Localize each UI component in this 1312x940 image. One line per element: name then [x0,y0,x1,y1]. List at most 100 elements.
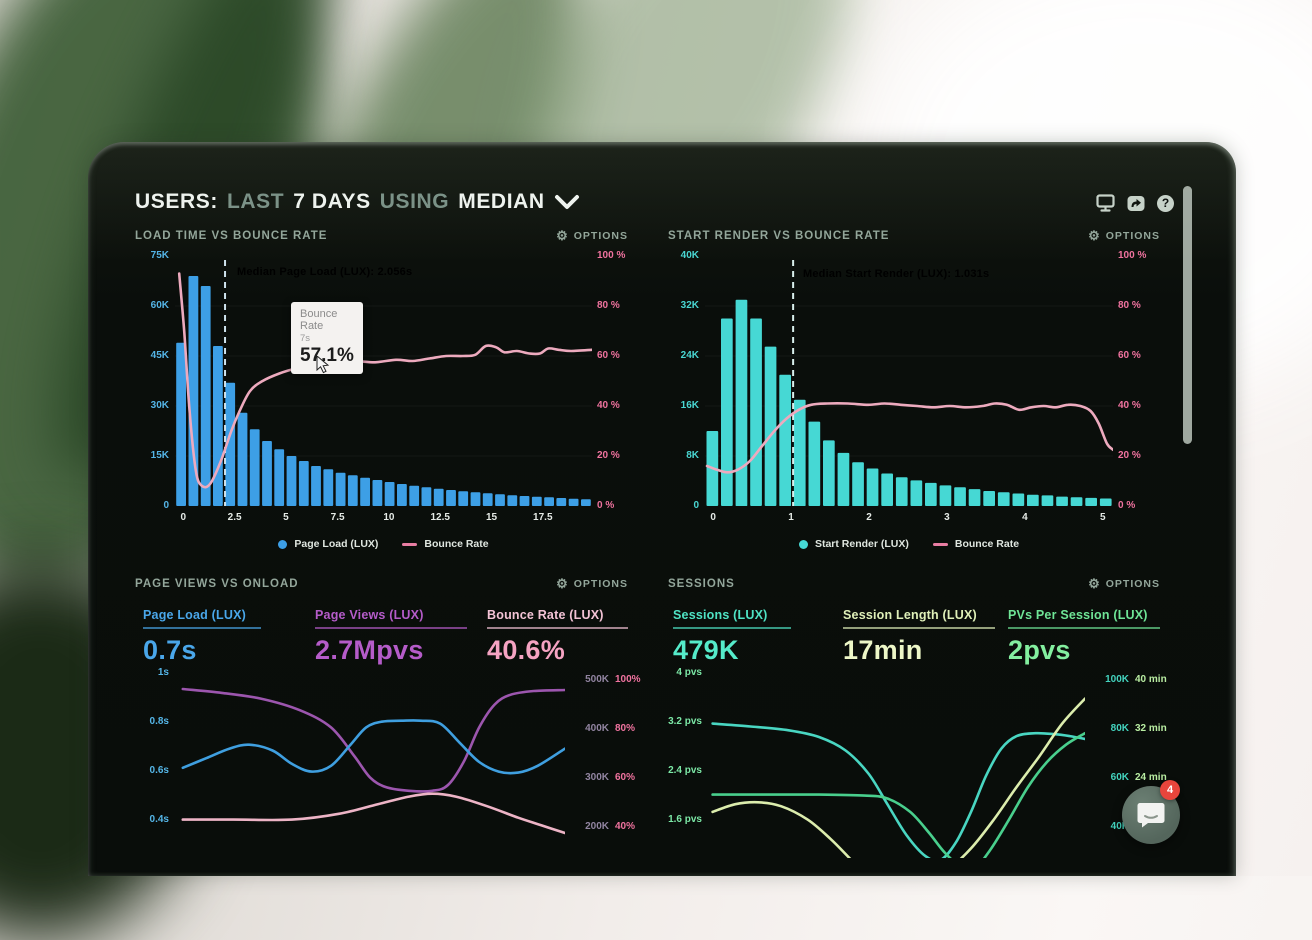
histogram-bar[interactable] [968,489,981,506]
histogram-bar[interactable] [384,482,395,506]
histogram-bar[interactable] [1012,493,1025,507]
options-button[interactable]: ⚙ OPTIONS [556,228,628,243]
histogram-bar[interactable] [372,480,383,506]
histogram-bar[interactable] [721,318,733,507]
notification-badge[interactable]: 4 [1160,780,1180,800]
histogram-bar[interactable] [895,477,908,506]
histogram-bar[interactable] [556,498,567,506]
histogram-bar[interactable] [311,466,321,506]
page-views-chart[interactable] [175,666,565,858]
histogram-bar[interactable] [274,449,285,506]
histogram-bar[interactable] [866,468,879,507]
histogram-bar[interactable] [997,492,1010,506]
histogram-bar[interactable] [581,499,591,506]
axis-tick-label: 30K [150,400,169,411]
histogram-bar[interactable] [286,456,297,506]
histogram-bar[interactable] [188,276,199,506]
histogram-bar[interactable] [519,496,530,506]
axis-tick-label: 60K [150,300,169,311]
axis-tick-label: 100 % [597,250,626,261]
axis-tick-label: 40 % [597,400,620,411]
histogram-bar[interactable] [983,491,995,506]
histogram-bar[interactable] [176,342,186,506]
chart-tooltip: Bounce Rate 7s 57.1% [291,302,363,374]
axis-tick-label: 8K [686,450,699,461]
histogram-bar[interactable] [298,461,309,506]
histogram-bar[interactable] [852,462,864,506]
histogram-bar[interactable] [750,318,762,507]
x-tick-label: 0 [710,512,716,523]
axis-tick-label: 24 min [1135,771,1167,783]
date-range-dropdown[interactable]: USERS: LAST 7 DAYS USING MEDIAN [135,188,580,216]
options-button[interactable]: ⚙ OPTIONS [1088,576,1160,591]
histogram-bar[interactable] [507,495,518,506]
histogram-bar[interactable] [347,475,358,506]
histogram-bar[interactable] [1027,494,1039,506]
median-annotation: Median Page Load (LUX): 2.056s [237,266,413,278]
axis-tick-label: 40% [615,820,636,832]
axis-tick-label: 1.6 pvs [668,814,702,825]
start-render-chart[interactable] [705,256,1113,506]
histogram-bar[interactable] [249,429,260,506]
scrollbar-thumb[interactable] [1183,186,1192,444]
histogram-bar[interactable] [213,346,223,506]
histogram-bar[interactable] [360,477,370,506]
options-button[interactable]: ⚙ OPTIONS [556,576,628,591]
histogram-bar[interactable] [397,484,407,506]
histogram-bar[interactable] [1041,495,1054,506]
gear-icon: ⚙ [1088,228,1101,243]
page-title-muted: LAST [226,190,285,213]
histogram-bar[interactable] [1056,496,1068,506]
histogram-bar[interactable] [421,487,432,506]
histogram-bar[interactable] [409,485,420,506]
histogram-bar[interactable] [764,346,777,506]
histogram-bar[interactable] [544,497,554,506]
histogram-bar[interactable] [823,440,835,506]
sessions-chart[interactable] [705,666,1085,858]
histogram-bar[interactable] [482,493,493,506]
histogram-bar[interactable] [433,488,444,506]
histogram-bar[interactable] [779,374,791,506]
histogram-bar[interactable] [495,494,505,506]
histogram-bar[interactable] [225,382,236,506]
histogram-bar[interactable] [568,498,579,506]
options-button[interactable]: ⚙ OPTIONS [1088,228,1160,243]
histogram-bar[interactable] [262,441,272,506]
legend-item[interactable]: Start Render (LUX) [798,538,909,550]
histogram-bar[interactable] [939,485,952,506]
histogram-bar[interactable] [910,480,923,506]
axis-tick-label: 75K [150,250,169,261]
axis-tick-label: 500K [585,673,609,685]
share-icon[interactable] [1126,194,1145,212]
histogram-bar[interactable] [200,286,211,506]
chart-legend: Page Load (LUX) Bounce Rate [175,538,592,550]
legend-dot-marker [278,539,288,549]
display-icon[interactable] [1096,194,1115,212]
histogram-bar[interactable] [458,491,469,506]
histogram-bar[interactable] [925,482,937,506]
histogram-bar[interactable] [335,472,346,506]
legend-item[interactable]: Bounce Rate [402,538,489,550]
histogram-bar[interactable] [837,452,850,506]
x-tick-label: 3 [944,512,950,523]
histogram-bar[interactable] [531,496,542,506]
legend-item[interactable]: Page Load (LUX) [278,538,378,550]
histogram-bar[interactable] [446,490,456,506]
histogram-bar[interactable] [237,412,248,506]
histogram-bar[interactable] [323,469,334,506]
histogram-bar[interactable] [808,421,821,506]
load-time-chart[interactable] [175,256,592,506]
histogram-bar[interactable] [793,399,806,506]
histogram-bar[interactable] [881,473,893,507]
histogram-bar[interactable] [1085,497,1097,506]
histogram-bar[interactable] [1070,497,1083,506]
axis-tick-label: 0 [163,500,169,511]
legend-item[interactable]: Bounce Rate [932,538,1019,550]
histogram-bar[interactable] [1099,498,1112,507]
histogram-bar[interactable] [954,487,966,506]
histogram-bar[interactable] [470,492,481,506]
axis-tick-label: 400K [585,722,609,734]
histogram-bar[interactable] [735,299,748,506]
axis-tick-label: 60K [1110,771,1129,783]
help-icon[interactable]: ? [1156,194,1175,212]
